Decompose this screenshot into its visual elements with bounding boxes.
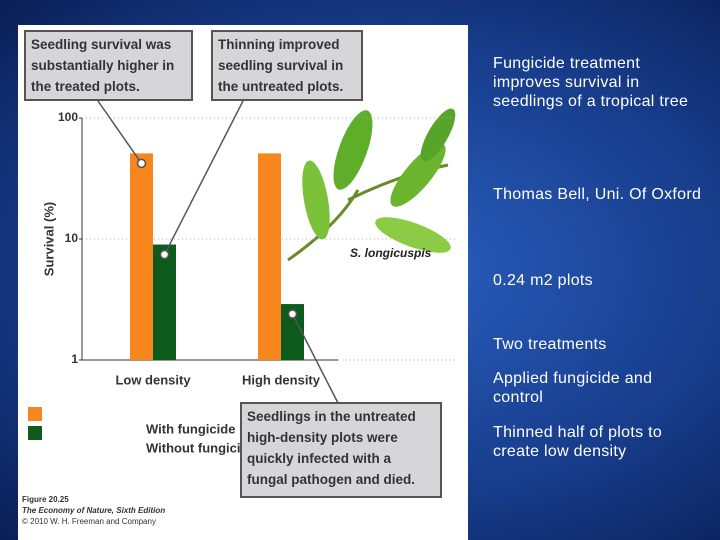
annotation: Thinning improved seedling survival in t… — [211, 30, 363, 101]
callout-dot — [287, 309, 298, 319]
bullet: 0.24 m2 plots — [493, 272, 593, 289]
caption: Figure 20.25 — [22, 495, 69, 504]
annotation: Seedlings in the untreated high-density … — [240, 402, 442, 498]
legend-label: Without fungicide — [146, 440, 256, 455]
caption: The Economy of Nature, Sixth Edition — [22, 506, 165, 515]
annotation: Seedling survival was substantially high… — [24, 30, 193, 101]
y-tick-label: 1 — [71, 352, 78, 366]
y-axis-label: Survival (%) — [41, 202, 56, 276]
x-tick-label: Low density — [115, 372, 191, 387]
y-tick-label: 100 — [58, 110, 78, 124]
leaf-label: S. longicuspis — [350, 246, 432, 260]
callout-dot — [159, 249, 170, 260]
callout-line — [291, 313, 339, 404]
bullet: Thomas Bell, Uni. Of Oxford — [493, 186, 702, 203]
bullet: Thinned half of plots to create low dens… — [493, 424, 663, 460]
bullet: Applied fungicide and control — [493, 370, 653, 406]
bullet: Fungicide treatment improves survival in… — [493, 55, 689, 110]
callout-line — [163, 100, 244, 255]
leaf — [287, 108, 456, 262]
x-tick-label: High density — [242, 372, 321, 387]
callout-dot — [136, 158, 147, 169]
bar — [153, 244, 176, 360]
y-tick-label: 10 — [65, 231, 79, 245]
chart: With fungicide Without fungicide Figure … — [18, 25, 468, 540]
bullet: Two treatments — [493, 336, 607, 353]
legend-label: With fungicide — [146, 421, 235, 436]
callout-line — [97, 100, 143, 164]
bar — [130, 153, 153, 360]
caption: © 2010 W. H. Freeman and Company — [22, 517, 156, 526]
legend-swatch — [28, 407, 42, 421]
bar — [281, 304, 304, 360]
bar — [258, 153, 281, 360]
legend-swatch — [28, 426, 42, 440]
